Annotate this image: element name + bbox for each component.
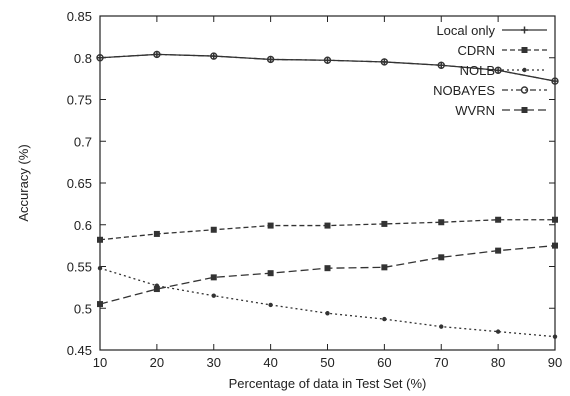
data-point	[211, 293, 216, 298]
series-cdrn	[97, 216, 558, 243]
data-point	[267, 270, 274, 277]
x-tick-label: 20	[150, 355, 164, 370]
data-point	[210, 274, 217, 281]
data-point	[380, 58, 389, 66]
legend-entry: NOBAYES	[433, 83, 547, 98]
data-point	[324, 222, 331, 229]
y-tick-label: 0.6	[74, 218, 92, 233]
legend-marker	[522, 67, 527, 73]
x-tick-label: 70	[434, 355, 448, 370]
legend-marker	[520, 86, 529, 94]
y-tick-label: 0.85	[67, 9, 92, 24]
data-point	[153, 50, 161, 59]
data-point	[97, 236, 103, 243]
legend-label: CDRN	[457, 43, 495, 58]
data-point	[381, 264, 388, 271]
y-tick-label: 0.45	[67, 343, 92, 358]
legend-marker	[521, 107, 528, 113]
data-point	[266, 55, 275, 64]
legend-label: Local only	[436, 23, 495, 38]
data-point	[438, 254, 445, 261]
data-point	[267, 222, 274, 229]
y-tick-label: 0.75	[67, 93, 92, 108]
y-tick-label: 0.65	[67, 176, 92, 191]
data-point	[153, 286, 160, 293]
x-tick-label: 40	[263, 355, 277, 370]
data-point	[552, 216, 558, 223]
series-nobayes	[96, 50, 559, 85]
data-point	[96, 54, 104, 62]
y-tick-label: 0.55	[67, 260, 92, 275]
data-point	[551, 77, 559, 85]
axis-ticks: 10 20 30 40 50 60 70 80 90 0.45 0.5 0.55 0.6 0.65 0.7 0…	[67, 9, 563, 370]
data-point	[323, 56, 332, 64]
legend-marker	[521, 47, 528, 53]
y-tick-label: 0.8	[74, 51, 92, 66]
y-tick-label: 0.7	[74, 134, 92, 149]
data-point	[210, 52, 218, 60]
legend-marker	[521, 26, 528, 34]
x-axis-label: Percentage of data in Test Set (%)	[229, 376, 427, 391]
data-point	[494, 66, 502, 74]
data-point	[97, 301, 103, 308]
data-point	[97, 265, 103, 271]
series-nolb	[97, 265, 558, 339]
data-point	[552, 242, 558, 249]
legend-label: NOLB	[460, 63, 495, 78]
y-tick-label: 0.5	[74, 301, 92, 316]
x-tick-label: 30	[207, 355, 221, 370]
x-tick-label: 10	[93, 355, 107, 370]
series-line	[99, 244, 556, 305]
data-point	[268, 302, 273, 308]
data-point	[552, 334, 558, 339]
legend-entry: WVRN	[455, 103, 547, 118]
x-tick-label: 90	[548, 355, 562, 370]
data-point	[324, 265, 331, 272]
legend-label: NOBAYES	[433, 83, 495, 98]
y-axis-label: Accuracy (%)	[16, 144, 31, 221]
series-line	[99, 267, 556, 338]
data-point	[153, 230, 160, 237]
series-line	[99, 53, 556, 82]
data-point	[325, 311, 330, 316]
data-point	[495, 329, 501, 334]
data-point	[210, 226, 217, 233]
data-point	[382, 316, 387, 322]
data-point	[495, 247, 502, 254]
x-tick-label: 50	[320, 355, 334, 370]
legend-label: WVRN	[455, 103, 495, 118]
series-wvrn	[97, 242, 558, 308]
legend-entry: Local only	[436, 23, 547, 38]
legend-entry: CDRN	[457, 43, 547, 58]
x-tick-label: 80	[491, 355, 505, 370]
data-point	[381, 220, 388, 227]
x-tick-label: 60	[377, 355, 391, 370]
data-point	[437, 61, 445, 69]
series-group	[96, 50, 559, 339]
data-point	[495, 216, 502, 223]
legend-entry: NOLB	[460, 63, 547, 78]
data-point	[438, 219, 445, 226]
legend: Local only CDRN NOLB NOBAYES WVRN	[433, 23, 547, 118]
data-point	[439, 324, 444, 329]
